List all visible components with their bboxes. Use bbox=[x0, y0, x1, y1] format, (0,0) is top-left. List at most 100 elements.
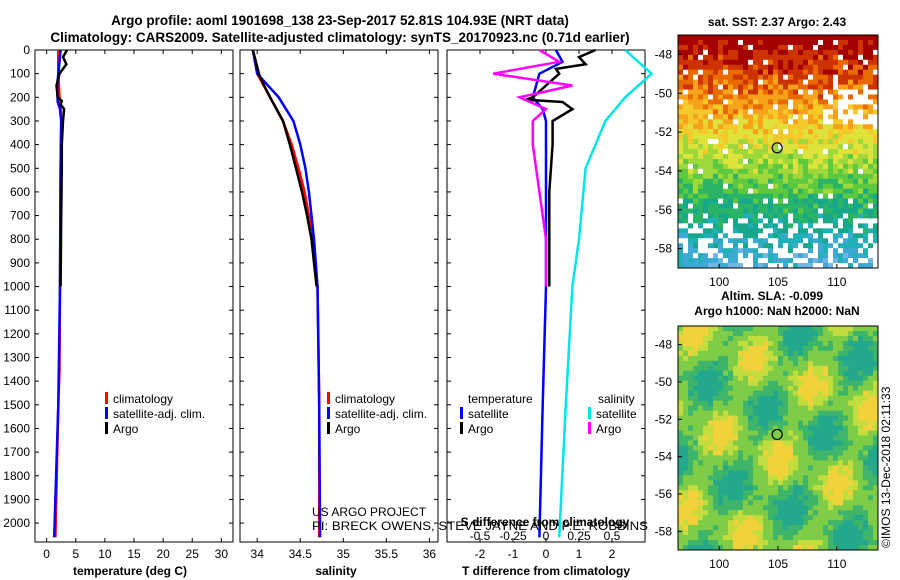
map-cell bbox=[788, 69, 794, 76]
map-cell bbox=[778, 163, 784, 170]
map-cell bbox=[833, 480, 839, 486]
map-cell bbox=[793, 144, 799, 150]
map-cell bbox=[698, 515, 704, 521]
map-cell bbox=[818, 198, 824, 204]
map-cell bbox=[793, 134, 799, 140]
map-cell bbox=[813, 435, 819, 441]
map-cell bbox=[818, 445, 824, 451]
map-cell bbox=[783, 193, 789, 199]
depth-tick-label: 2000 bbox=[3, 516, 30, 530]
map-cell bbox=[868, 198, 874, 204]
map-cell bbox=[778, 104, 784, 110]
map-cell bbox=[748, 380, 754, 387]
map-cell bbox=[723, 505, 729, 511]
map-cell bbox=[703, 495, 709, 501]
map-cell bbox=[678, 74, 684, 81]
map-cell bbox=[703, 430, 709, 436]
map-cell bbox=[768, 510, 774, 516]
map-cell bbox=[863, 149, 869, 155]
map-cell bbox=[868, 64, 874, 71]
map-cell bbox=[723, 198, 729, 204]
map-cell bbox=[853, 59, 859, 66]
map-cell bbox=[698, 89, 704, 95]
map-cell bbox=[873, 198, 879, 204]
map-cell bbox=[863, 405, 869, 412]
map-cell bbox=[738, 258, 744, 264]
map-cell bbox=[718, 535, 724, 541]
map-cell bbox=[693, 158, 699, 165]
map-cell bbox=[713, 163, 719, 170]
map-cell bbox=[868, 460, 874, 466]
map-cell bbox=[733, 515, 739, 521]
map-cell bbox=[708, 345, 714, 352]
map-cell bbox=[763, 505, 769, 511]
map-cell bbox=[743, 163, 749, 170]
map-cell bbox=[753, 360, 759, 367]
map-cell bbox=[793, 505, 799, 511]
map-cell bbox=[803, 158, 809, 165]
map-cell bbox=[818, 385, 824, 392]
map-cell bbox=[743, 540, 749, 546]
map-cell bbox=[773, 480, 779, 486]
s-diff-tick-label: 0 bbox=[543, 529, 550, 543]
map-cell bbox=[703, 208, 709, 214]
map-cell bbox=[753, 525, 759, 531]
map-cell bbox=[693, 425, 699, 431]
map-cell bbox=[713, 124, 719, 130]
map-cell bbox=[758, 420, 764, 426]
map-cell bbox=[813, 500, 819, 506]
map-cell bbox=[778, 198, 784, 204]
map-cell bbox=[858, 213, 864, 219]
map-cell bbox=[858, 124, 864, 130]
map-cell bbox=[793, 173, 799, 180]
map-cell bbox=[758, 485, 764, 491]
map-cell bbox=[743, 119, 749, 125]
map-cell bbox=[868, 163, 874, 170]
map-cell bbox=[823, 470, 829, 476]
map-cell bbox=[803, 213, 809, 219]
map-cell bbox=[848, 385, 854, 392]
map-cell bbox=[713, 350, 719, 357]
map-cell bbox=[768, 258, 774, 264]
map-cell bbox=[828, 425, 834, 431]
map-cell bbox=[858, 208, 864, 214]
map-cell bbox=[778, 345, 784, 352]
map-cell bbox=[778, 505, 784, 511]
map-cell bbox=[688, 74, 694, 81]
map-cell bbox=[708, 35, 714, 41]
map-cell bbox=[683, 420, 689, 426]
map-cell bbox=[728, 49, 734, 56]
map-cell bbox=[793, 525, 799, 531]
map-cell bbox=[858, 119, 864, 125]
map-cell bbox=[703, 455, 709, 461]
map-cell bbox=[833, 134, 839, 140]
map-cell bbox=[728, 94, 734, 100]
map-cell bbox=[683, 510, 689, 516]
map-cell bbox=[743, 515, 749, 521]
map-cell bbox=[748, 400, 754, 407]
map-cell bbox=[778, 525, 784, 531]
map-cell bbox=[788, 355, 794, 362]
map-cell bbox=[793, 380, 799, 387]
map-cell bbox=[838, 233, 844, 239]
map-cell bbox=[858, 84, 864, 90]
depth-axis: 0100200300400500600700800900100011001200… bbox=[3, 43, 645, 530]
map-cell bbox=[758, 400, 764, 407]
map-cell bbox=[828, 44, 834, 51]
map-cell bbox=[823, 49, 829, 56]
map-cell bbox=[703, 435, 709, 441]
map-cell bbox=[683, 435, 689, 441]
map-cell bbox=[863, 183, 869, 190]
map-cell bbox=[838, 124, 844, 130]
map-cell bbox=[778, 455, 784, 461]
map-cell bbox=[728, 395, 734, 402]
sst-map-title: sat. SST: 2.37 Argo: 2.43 bbox=[708, 15, 847, 29]
map-cell bbox=[853, 400, 859, 407]
map-cell bbox=[783, 420, 789, 426]
map-cell bbox=[693, 79, 699, 85]
map-cell bbox=[758, 203, 764, 209]
depth-tick-label: 100 bbox=[10, 67, 30, 81]
map-cell bbox=[763, 49, 769, 56]
map-cell bbox=[683, 59, 689, 66]
map-cell bbox=[758, 545, 764, 551]
